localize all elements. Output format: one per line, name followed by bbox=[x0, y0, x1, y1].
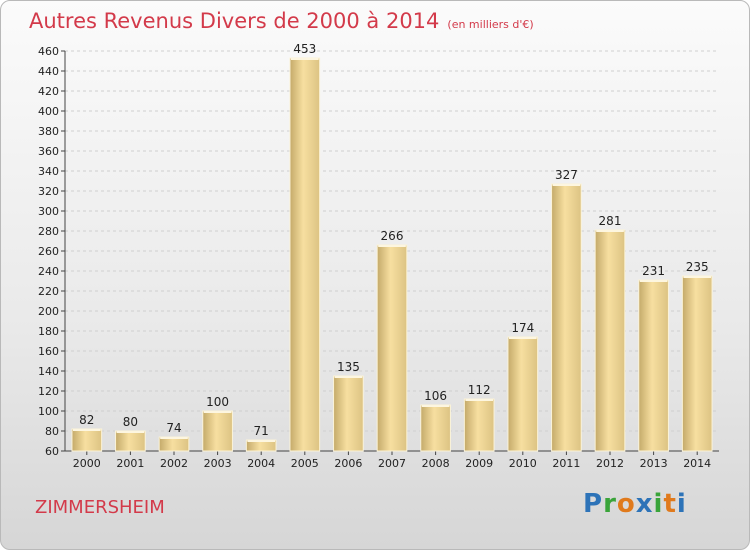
value-label-2001: 80 bbox=[123, 415, 138, 429]
bar-2003 bbox=[202, 410, 233, 452]
value-label-2006: 135 bbox=[337, 360, 360, 374]
y-tick-label: 160 bbox=[38, 345, 59, 358]
value-label-2007: 266 bbox=[381, 229, 404, 243]
bar-2008 bbox=[420, 404, 451, 452]
y-tick-label: 440 bbox=[38, 65, 59, 78]
x-tick-label-2001: 2001 bbox=[116, 457, 144, 470]
bar-2012 bbox=[594, 229, 626, 452]
y-tick-label: 340 bbox=[38, 165, 59, 178]
value-label-2000: 82 bbox=[79, 413, 94, 427]
value-label-2002: 74 bbox=[166, 421, 181, 435]
y-tick-label: 380 bbox=[38, 125, 59, 138]
y-tick-label: 80 bbox=[45, 425, 59, 438]
y-tick-label: 260 bbox=[38, 245, 59, 258]
value-label-2014: 235 bbox=[686, 260, 709, 274]
proxiti-logo: Proxiti bbox=[583, 489, 687, 519]
value-label-2008: 106 bbox=[424, 389, 447, 403]
city-name: ZIMMERSHEIM bbox=[35, 497, 165, 518]
y-tick-label: 100 bbox=[38, 405, 59, 418]
bar-2013 bbox=[638, 279, 669, 452]
value-label-2013: 231 bbox=[642, 264, 665, 278]
y-tick-label: 460 bbox=[38, 45, 59, 58]
y-tick-label: 140 bbox=[38, 365, 59, 378]
value-label-2005: 453 bbox=[293, 42, 316, 56]
bar-2000 bbox=[71, 428, 103, 452]
value-label-2004: 71 bbox=[254, 424, 269, 438]
x-tick-label-2003: 2003 bbox=[204, 457, 232, 470]
value-label-2009: 112 bbox=[468, 383, 491, 397]
value-label-2012: 281 bbox=[599, 214, 622, 228]
y-tick-label: 280 bbox=[38, 225, 59, 238]
bar-2006 bbox=[333, 375, 364, 452]
value-label-2003: 100 bbox=[206, 395, 229, 409]
x-tick-label-2012: 2012 bbox=[596, 457, 624, 470]
y-tick-label: 360 bbox=[38, 145, 59, 158]
unit-label: (en milliers d'€) bbox=[447, 18, 534, 31]
x-tick-label-2013: 2013 bbox=[640, 457, 668, 470]
x-tick-label-2014: 2014 bbox=[683, 457, 711, 470]
chart-title: Autres Revenus Divers de 2000 à 2014 (en … bbox=[29, 9, 534, 33]
x-tick-label-2011: 2011 bbox=[552, 457, 580, 470]
bar-2001 bbox=[115, 430, 146, 452]
value-label-2011: 327 bbox=[555, 168, 578, 182]
title-text: Autres Revenus Divers de 2000 à 2014 bbox=[29, 9, 440, 33]
bar-2007 bbox=[376, 244, 408, 452]
x-tick-label-2000: 2000 bbox=[73, 457, 101, 470]
y-tick-label: 400 bbox=[38, 105, 59, 118]
bar-2014 bbox=[681, 275, 713, 452]
bar-2005 bbox=[289, 57, 321, 452]
y-tick-label: 200 bbox=[38, 305, 59, 318]
y-tick-label: 180 bbox=[38, 325, 59, 338]
y-tick-label: 300 bbox=[38, 205, 59, 218]
x-tick-label-2002: 2002 bbox=[160, 457, 188, 470]
y-tick-label: 420 bbox=[38, 85, 59, 98]
x-tick-label-2005: 2005 bbox=[291, 457, 319, 470]
y-tick-label: 120 bbox=[38, 385, 59, 398]
bar-2010 bbox=[507, 336, 539, 452]
y-tick-label: 240 bbox=[38, 265, 59, 278]
value-label-2010: 174 bbox=[511, 321, 534, 335]
y-tick-label: 60 bbox=[45, 445, 59, 458]
x-tick-label-2006: 2006 bbox=[334, 457, 362, 470]
bar-2002 bbox=[158, 436, 190, 452]
bar-2009 bbox=[463, 398, 495, 452]
bar-2011 bbox=[551, 183, 582, 452]
y-tick-label: 320 bbox=[38, 185, 59, 198]
x-tick-label-2004: 2004 bbox=[247, 457, 275, 470]
x-tick-label-2008: 2008 bbox=[422, 457, 450, 470]
y-tick-label: 220 bbox=[38, 285, 59, 298]
x-tick-label-2009: 2009 bbox=[465, 457, 493, 470]
x-tick-label-2010: 2010 bbox=[509, 457, 537, 470]
x-tick-label-2007: 2007 bbox=[378, 457, 406, 470]
